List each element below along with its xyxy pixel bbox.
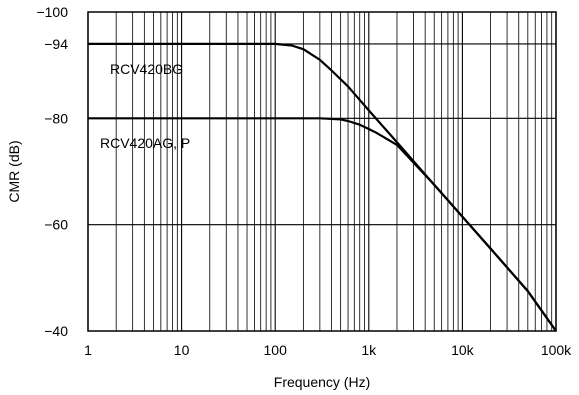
x-tick-label: 100k bbox=[541, 342, 572, 358]
y-tick-labels: −100 −94 −80 −60 −40 bbox=[36, 4, 68, 339]
x-tick-label: 10k bbox=[451, 342, 475, 358]
x-tick-label: 10 bbox=[174, 342, 190, 358]
y-tick-label: −100 bbox=[36, 4, 68, 20]
x-tick-labels: 1 10 100 1k 10k 100k bbox=[84, 342, 572, 358]
y-tick-label: −94 bbox=[44, 36, 68, 52]
series-label-rcv420bg: RCV420BG bbox=[110, 61, 183, 77]
x-axis-label: Frequency (Hz) bbox=[274, 374, 370, 390]
minor-grid bbox=[115, 12, 553, 331]
series-line-1 bbox=[88, 117, 557, 332]
series-lines bbox=[88, 42, 557, 332]
y-axis-label: CMR (dB) bbox=[6, 140, 22, 202]
series-label-rcv420ag: RCV420AG, P bbox=[100, 135, 190, 151]
y-tick-label: −80 bbox=[44, 110, 68, 126]
major-grid bbox=[87, 11, 557, 332]
plot-frame bbox=[87, 11, 557, 332]
x-tick-label: 1k bbox=[361, 342, 377, 358]
x-tick-label: 100 bbox=[264, 342, 288, 358]
y-tick-label: −40 bbox=[44, 323, 68, 339]
x-tick-label: 1 bbox=[84, 342, 92, 358]
y-tick-label: −60 bbox=[44, 217, 68, 233]
series-line-0 bbox=[88, 42, 557, 332]
